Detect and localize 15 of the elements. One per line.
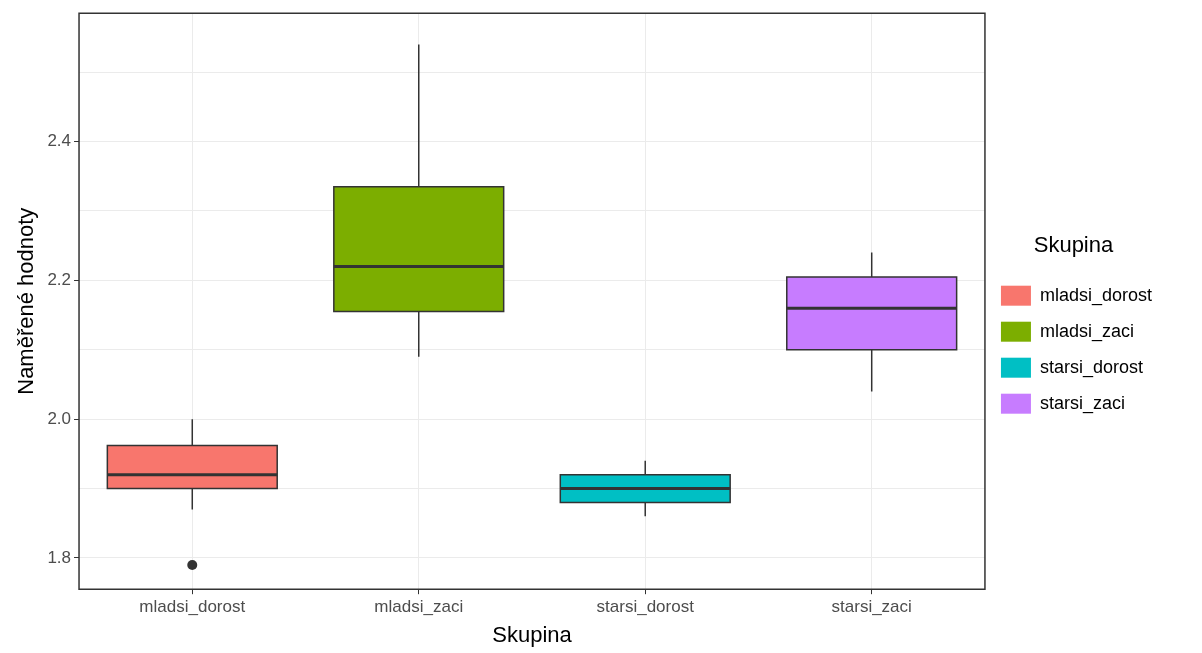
y-tick-label: 1.8 xyxy=(47,547,72,567)
legend-label: starsi_zaci xyxy=(1039,392,1125,414)
x-tick-label: mladsi_zaci xyxy=(374,597,464,617)
legend-label: mladsi_zaci xyxy=(1039,320,1134,342)
x-tick-label: starsi_dorost xyxy=(596,597,695,617)
y-tick-label: 2.4 xyxy=(47,131,72,151)
legend-label: starsi_dorost xyxy=(1039,356,1143,378)
legend-title: Skupina xyxy=(1033,232,1114,258)
x-axis-title: Skupina xyxy=(492,621,573,647)
legend-label: mladsi_dorost xyxy=(1039,284,1153,306)
x-tick-label: mladsi_dorost xyxy=(139,597,246,617)
x-tick-label: starsi_zaci xyxy=(831,597,912,617)
y-tick-label: 2.2 xyxy=(47,270,72,290)
y-tick-label: 2.0 xyxy=(47,408,72,428)
y-axis-title: Naměřené hodnoty xyxy=(13,207,39,395)
